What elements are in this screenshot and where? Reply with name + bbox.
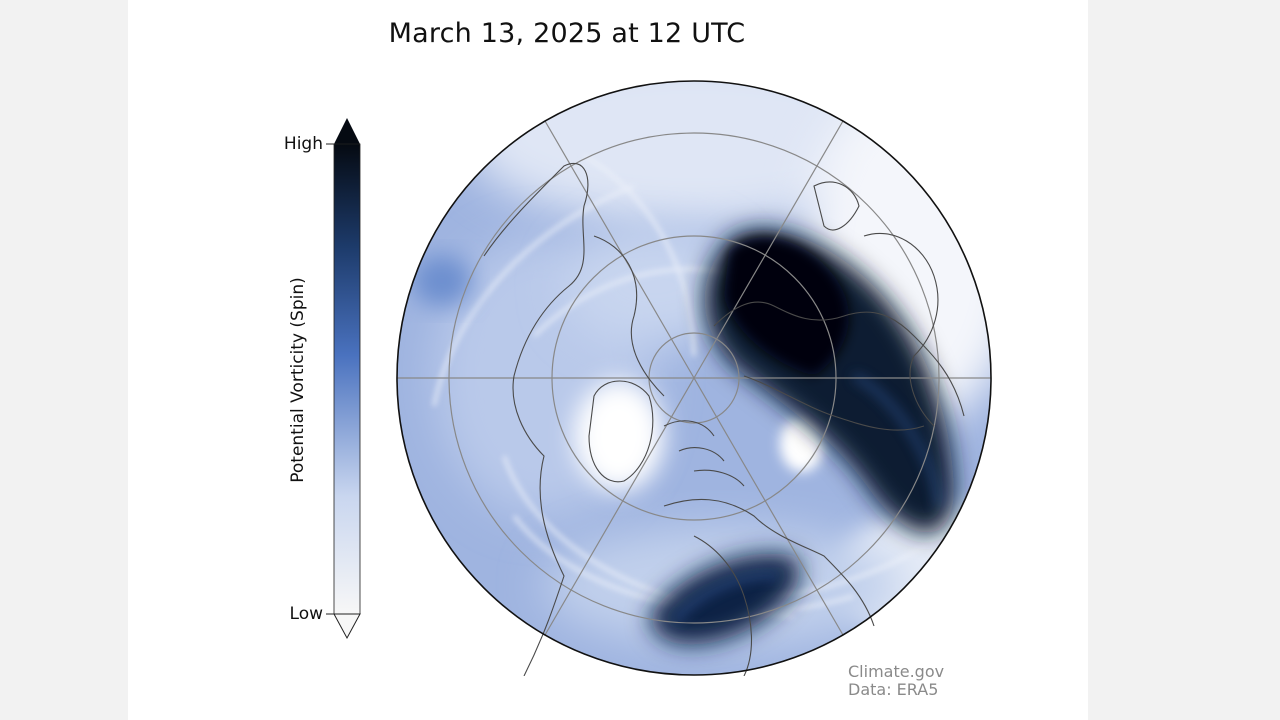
pv-field — [397, 81, 991, 675]
colorbar-extend-low — [333, 613, 361, 640]
colorbar — [326, 112, 386, 646]
colorbar-low-label: Low — [289, 604, 323, 624]
colorbar-axis-label: Potential Vorticity (Spin) — [288, 277, 308, 483]
map-title: March 13, 2025 at 12 UTC — [388, 18, 746, 49]
colorbar-high-label: High — [283, 134, 323, 154]
credit-data: Data: ERA5 — [848, 680, 939, 699]
colorbar-extend-high — [334, 118, 360, 144]
colorbar-bar — [334, 144, 360, 614]
credit-source: Climate.gov — [848, 662, 945, 681]
polar-map — [394, 76, 994, 680]
map-boundary — [396, 80, 992, 676]
credit-block: Climate.gov Data: ERA5 — [848, 663, 944, 699]
high-pv-lobe — [649, 553, 801, 645]
colorbar-graphic — [326, 118, 361, 640]
graticule — [397, 120, 991, 636]
coastlines — [483, 163, 965, 677]
